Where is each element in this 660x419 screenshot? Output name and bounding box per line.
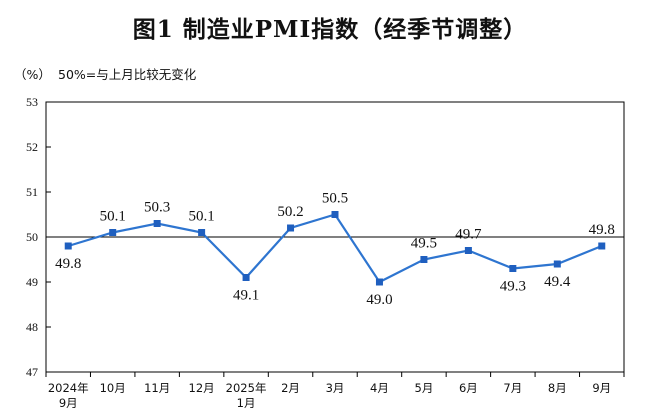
y-axis-unit: （%） — [14, 67, 51, 82]
x-tick-label: 3月 — [326, 381, 345, 395]
y-tick-label: 52 — [26, 140, 38, 154]
y-tick-label: 48 — [26, 320, 38, 334]
data-label: 50.3 — [144, 200, 170, 216]
data-point — [553, 260, 561, 268]
data-label: 50.1 — [188, 209, 214, 225]
data-point — [198, 229, 206, 236]
data-point — [287, 224, 295, 232]
data-point — [420, 256, 428, 263]
data-point — [331, 211, 339, 218]
data-point — [375, 278, 383, 286]
data-label: 49.0 — [366, 292, 392, 308]
x-tick-label: 1月 — [237, 396, 256, 410]
y-tick-label: 47 — [26, 365, 38, 379]
x-tick-label: 6月 — [459, 381, 478, 395]
data-label: 49.8 — [589, 222, 615, 238]
y-tick-label: 53 — [26, 95, 38, 109]
data-point — [242, 274, 250, 281]
y-tick-label: 51 — [26, 185, 38, 199]
data-label: 49.3 — [500, 279, 526, 295]
data-label: 49.1 — [233, 288, 259, 304]
y-tick-label: 50 — [26, 230, 38, 244]
data-label: 50.5 — [322, 191, 348, 207]
series-line — [67, 213, 603, 284]
data-label: 49.4 — [544, 274, 571, 290]
data-label: 49.5 — [411, 236, 437, 252]
data-label: 50.2 — [277, 204, 303, 220]
data-label: 49.7 — [455, 227, 482, 243]
x-tick-label: 10月 — [100, 381, 126, 395]
x-tick-label: 9月 — [59, 396, 78, 410]
data-point — [509, 265, 517, 272]
x-tick-label: 2025年 — [226, 381, 267, 395]
data-point — [64, 242, 72, 250]
data-point — [598, 242, 606, 250]
x-tick-label: 11月 — [144, 381, 170, 395]
chart-note: 50%=与上月比较无变化 — [58, 67, 197, 82]
x-tick-label: 4月 — [370, 381, 389, 395]
x-tick-label: 2月 — [281, 381, 300, 395]
x-tick-label: 12月 — [189, 381, 215, 395]
data-label: 50.1 — [100, 209, 126, 225]
x-tick-label: 2024年 — [48, 381, 89, 395]
data-point — [153, 220, 161, 227]
data-point — [109, 229, 117, 236]
data-point — [464, 247, 472, 254]
chart-title: 图1 制造业PMI指数（经季节调整） — [132, 16, 528, 43]
data-label: 49.8 — [55, 256, 81, 272]
x-tick-label: 5月 — [415, 381, 434, 395]
x-tick-label: 9月 — [592, 381, 611, 395]
x-tick-label: 8月 — [548, 381, 567, 395]
x-tick-label: 7月 — [503, 381, 522, 395]
y-tick-label: 49 — [26, 275, 38, 289]
